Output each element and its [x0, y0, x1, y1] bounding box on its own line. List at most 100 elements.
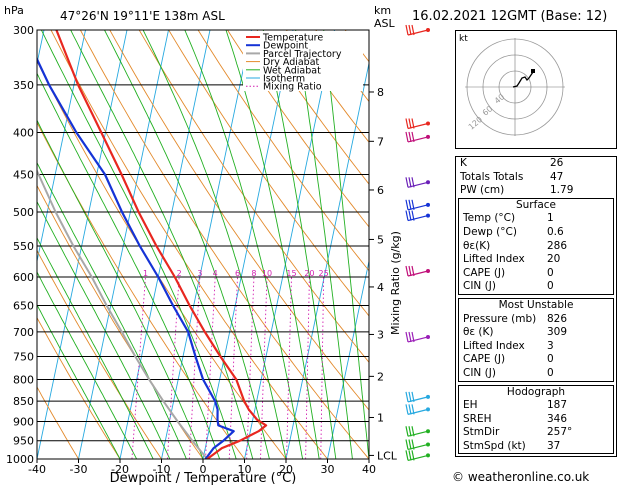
km-tick-label: 2 [377, 370, 384, 383]
mixing-ratio-line [205, 276, 216, 459]
km-tick-label: 6 [377, 184, 384, 197]
dry-adiabat-line [256, 30, 369, 185]
mixing-ratio-label: 1 [143, 269, 148, 278]
pressure-tick-label: 1000 [6, 453, 34, 466]
isotherm-line [0, 30, 3, 459]
wind-barb [405, 426, 430, 437]
km-tick-label: 7 [377, 135, 384, 148]
location-title: 47°26'N 19°11'E 138m ASL [60, 9, 225, 23]
km-tick-label: 5 [377, 233, 384, 246]
plot-frame [36, 29, 370, 460]
legend-label: Parcel Trajectory [263, 49, 342, 60]
wind-barb [405, 265, 430, 277]
surface-temp-row: Temp (°C) 1 [463, 212, 554, 225]
dry-adiabat-line [197, 30, 369, 272]
km-tick-label: LCL [377, 449, 398, 462]
hodograph-kt-label: kt [459, 34, 468, 44]
hodograph-trace [512, 71, 534, 88]
totals-totals-row: Totals Totals 47 [460, 170, 564, 183]
legend-label: Wet Adiabat [263, 65, 321, 76]
surface-cape-row: CAPE (J) 0 [463, 266, 554, 279]
pressure-tick-label: 600 [13, 271, 34, 284]
pressure-tick-label: 750 [13, 350, 34, 363]
mixing-ratio-label: 10 [262, 269, 272, 278]
km-tick-label: 8 [377, 86, 384, 99]
dry-adiabat-line [227, 30, 369, 228]
pressure-tick-label: 450 [13, 168, 34, 181]
x-tick-label: 0 [200, 463, 207, 476]
legend-label: Dry Adiabat [263, 57, 320, 68]
isotherm-line [37, 30, 128, 459]
mixing-ratio-line [286, 276, 292, 459]
mu-cape-row: CAPE (J) 0 [463, 353, 554, 366]
pressure-tick-label: 550 [13, 240, 34, 253]
isotherm-line [119, 30, 211, 459]
wind-barb [405, 331, 430, 343]
parcel-trajectory-line [37, 168, 208, 459]
wind-barb [405, 391, 430, 403]
surface-theta-row: θε(K) 286 [463, 239, 568, 252]
legend-label: Isotherm [263, 74, 305, 85]
wind-barb [405, 131, 430, 143]
isotherm-line [161, 30, 252, 459]
pressure-tick-label: 350 [13, 79, 34, 92]
wind-barb [405, 439, 430, 451]
km-tick-label: 1 [377, 411, 384, 424]
most-unstable-section: Most Unstable Pressure (mb) 826 θε (K) 309… [458, 297, 614, 382]
indices-panel: K 26 Totals Totals 47 PW (cm) 1.79 Surface … [455, 156, 617, 458]
mixing-ratio-label: 20 [304, 269, 314, 278]
stmdir-row: StmDir 257° [463, 426, 573, 439]
pressure-tick-label: 500 [13, 206, 34, 219]
pressure-tick-label: 900 [13, 415, 34, 428]
x-tick-label: 30 [321, 463, 335, 476]
mixing-ratio-label: 6 [235, 269, 240, 278]
dry-adiabat-line [37, 60, 287, 459]
legend-label: Mixing Ratio [263, 82, 322, 93]
dry-adiabat-line [37, 316, 121, 459]
pressure-tick-label: 700 [13, 326, 34, 339]
pressure-tick-label: 650 [13, 300, 34, 313]
wind-barb [405, 24, 430, 36]
pressure-tick-label: 800 [13, 373, 34, 386]
wet-adiabat-line [104, 30, 270, 459]
eh-row: EH 187 [463, 399, 568, 412]
most-unstable-title: Most Unstable [498, 298, 574, 311]
mixing-ratio-axis-label: Mixing Ratio (g/kg) [389, 231, 402, 335]
k-index-row: K 26 [460, 157, 564, 169]
wind-barb [405, 177, 430, 188]
hodograph-frame [455, 30, 617, 149]
isotherm-line [202, 30, 294, 459]
surface-section: Surface Temp (°C) 1 Dewp (°C) 0.6 θε(K) 286… [458, 197, 614, 295]
datetime-title: 16.02.2021 12GMT (Base: 12) [412, 9, 607, 24]
pressure-tick-label: 850 [13, 395, 34, 408]
x-tick-label: -10 [153, 463, 171, 476]
wet-adiabat-line [37, 72, 221, 459]
surface-li-row: Lifted Index 20 [463, 253, 561, 266]
mu-cin-row: CIN (J) 0 [463, 366, 554, 379]
wind-barb [405, 450, 430, 462]
asl-label: ASL [374, 17, 396, 30]
hodograph: kt 40 60 120 [455, 30, 617, 149]
mixing-ratio-label: 4 [213, 269, 218, 278]
dry-adiabat-line [37, 386, 79, 459]
legend-label: Temperature [262, 33, 323, 44]
hpa-label: hPa [4, 4, 24, 17]
x-tick-label: 10 [238, 463, 252, 476]
pw-row: PW (cm) 1.79 [460, 184, 574, 197]
stmspd-row: StmSpd (kt) 37 [463, 439, 561, 452]
copyright: © weatheronline.co.uk [452, 470, 590, 484]
km-tick-label: 3 [377, 328, 384, 341]
wind-barb [405, 118, 430, 130]
hodograph-storm-marker [531, 69, 535, 73]
mu-pressure-row: Pressure (mb) 826 [463, 312, 568, 325]
wind-barb [405, 210, 430, 222]
mixing-ratio-label: 3 [197, 269, 202, 278]
isotherm-line [244, 30, 335, 459]
mixing-ratio-label: 8 [251, 269, 256, 278]
x-axis-label: Dewpoint / Temperature (°C) [110, 471, 297, 486]
wet-adiabat-line [70, 30, 254, 459]
pressure-tick-label: 400 [13, 127, 34, 140]
mixing-ratio-label: 25 [319, 269, 329, 278]
mixing-ratio-line [131, 276, 146, 459]
